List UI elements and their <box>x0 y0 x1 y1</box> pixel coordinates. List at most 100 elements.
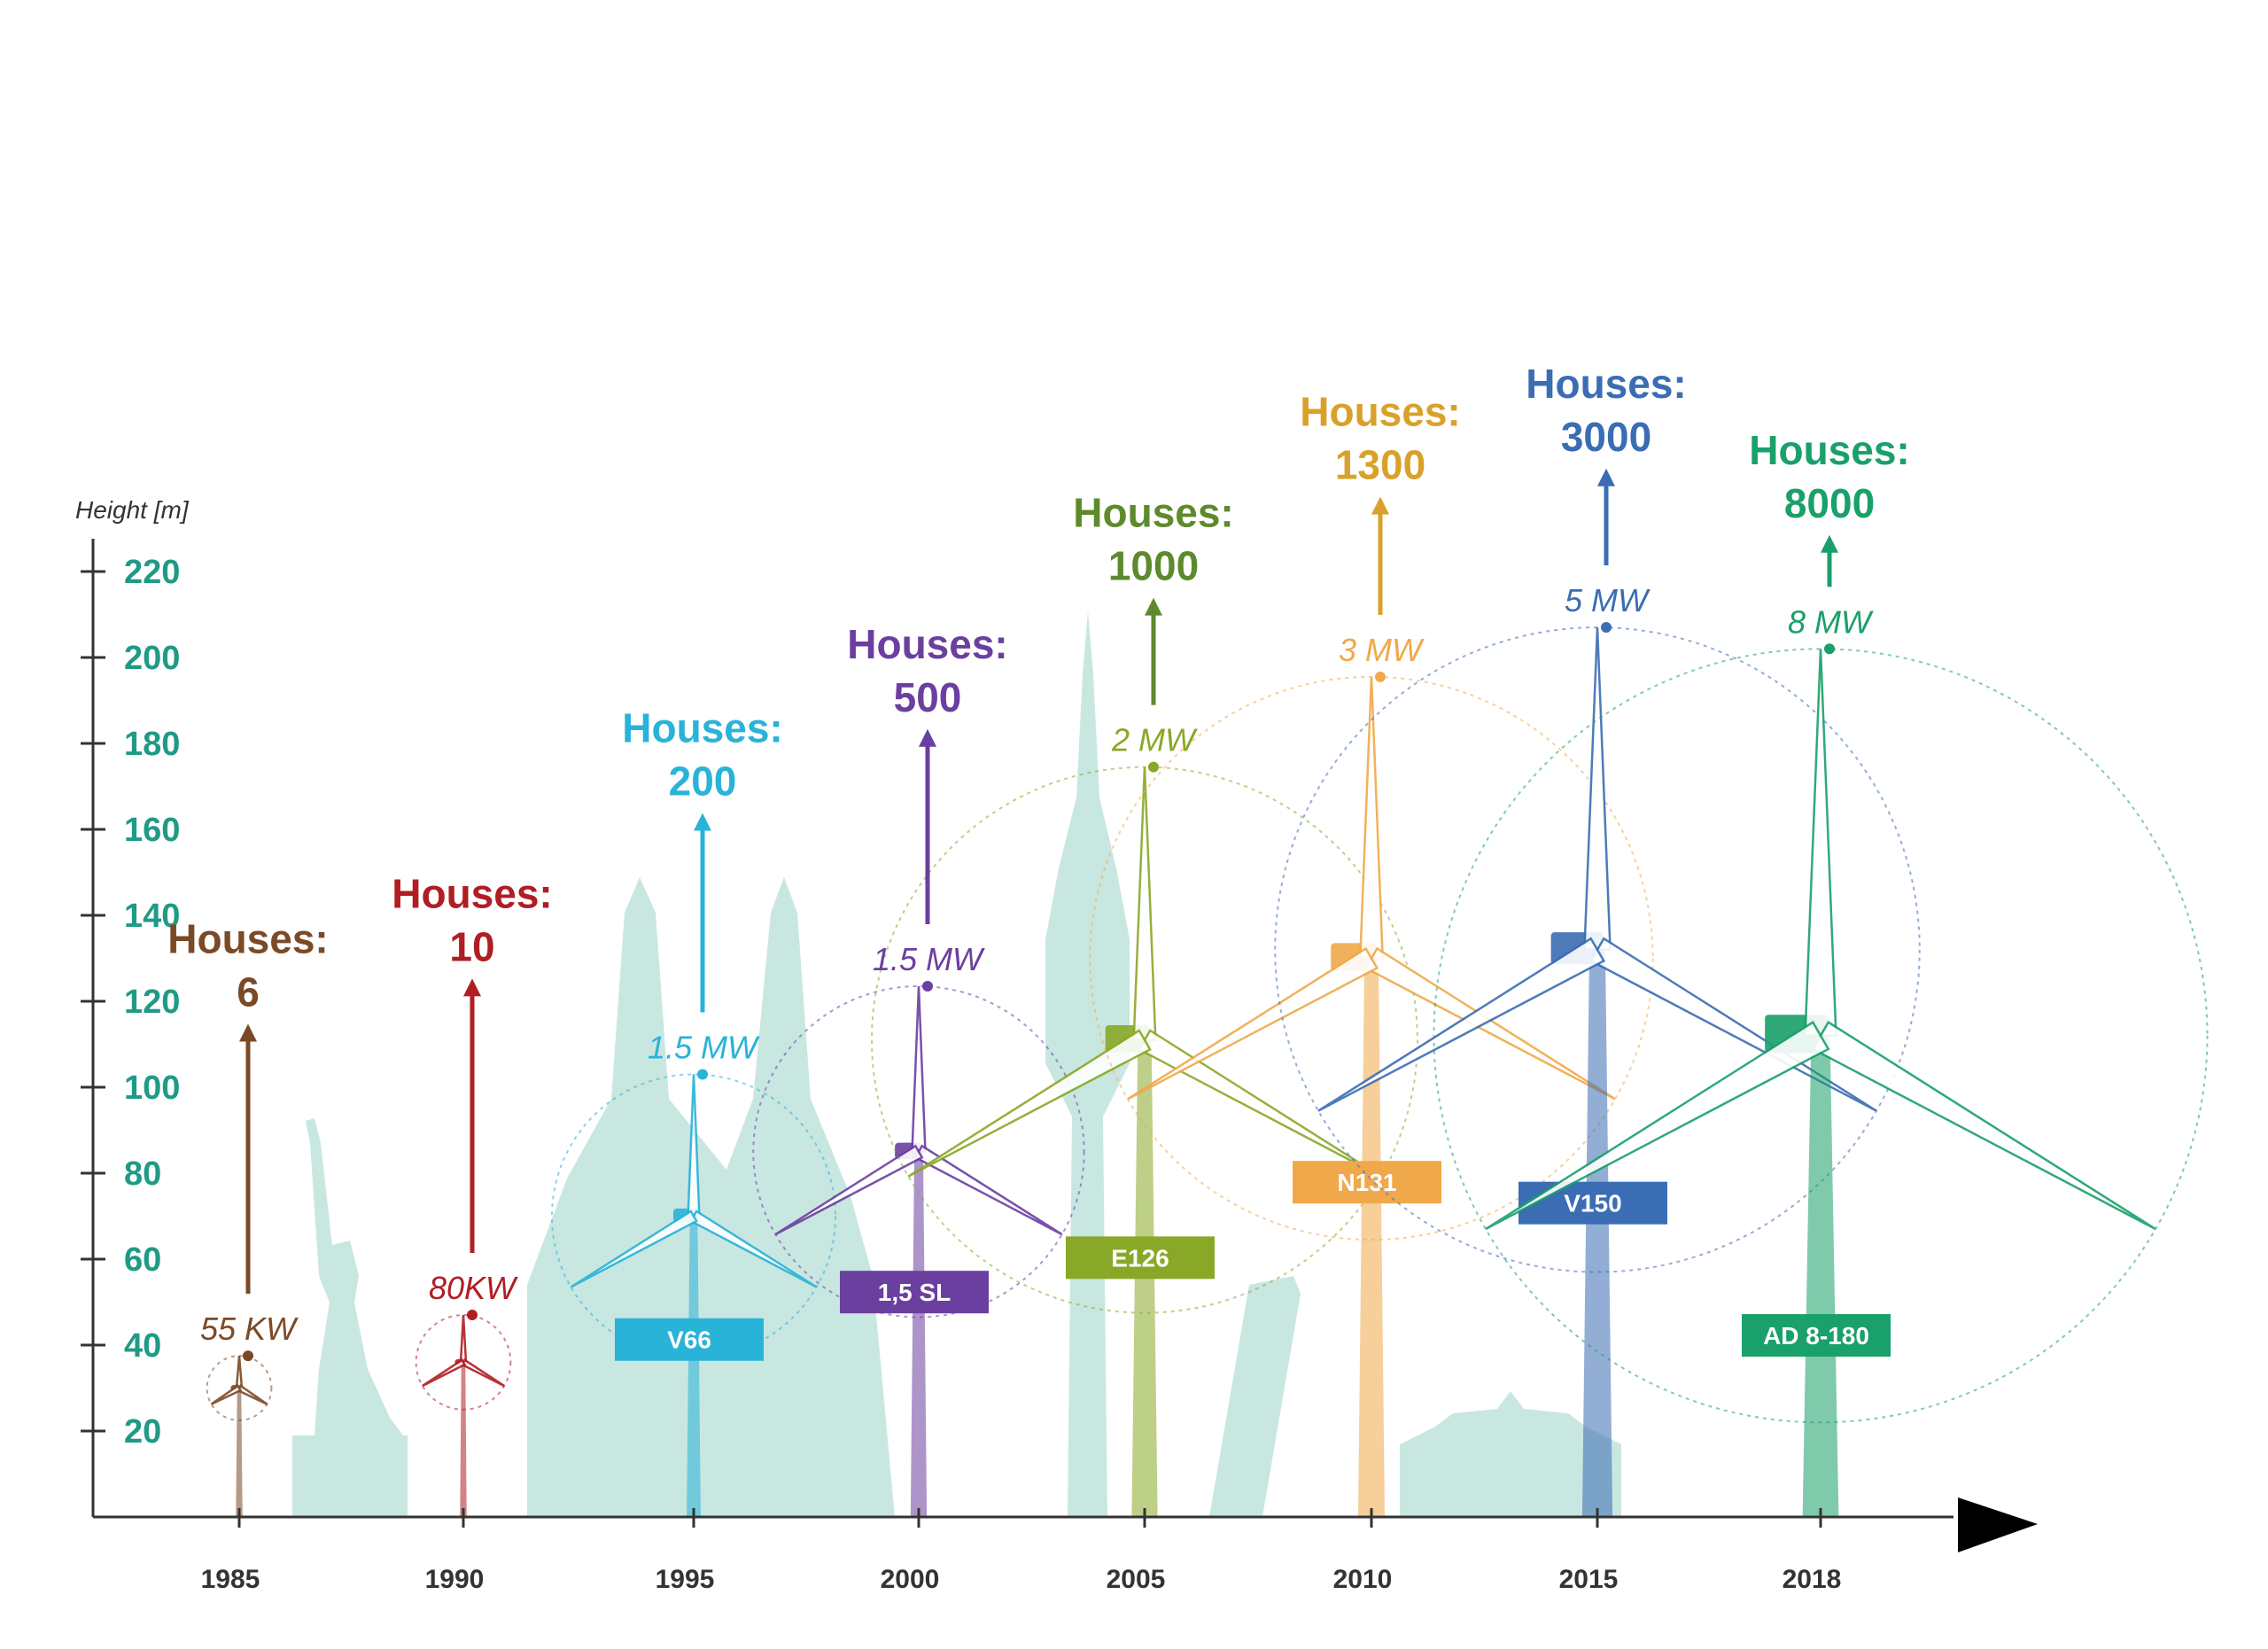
houses-value-2018: 8000 <box>1784 480 1875 526</box>
y-tick-label-120: 120 <box>124 984 180 1021</box>
statue-of-liberty-icon <box>297 1118 403 1517</box>
time-arrow-icon <box>1958 1497 2038 1552</box>
houses-value-2015: 3000 <box>1561 414 1651 460</box>
blade-1985-1 <box>236 1384 268 1405</box>
blade-2000-2 <box>774 1144 924 1236</box>
houses-label-2010: Houses: <box>1300 389 1460 435</box>
x-tick-label-2015: 2015 <box>1559 1565 1619 1594</box>
x-tick-label-2000: 2000 <box>881 1565 940 1594</box>
y-tick-label-200: 200 <box>124 640 180 677</box>
houses-value-1995: 200 <box>669 758 737 805</box>
houses-arrow-head-2018 <box>1821 534 1838 553</box>
tower-1990 <box>460 1361 467 1518</box>
x-tick-label-2005: 2005 <box>1107 1565 1166 1594</box>
rotor-circle-2000 <box>752 985 1085 1318</box>
y-tick-label-220: 220 <box>124 554 180 591</box>
power-label-2005: 2 MW <box>1111 722 1198 758</box>
turbine-1985 <box>206 1350 273 1518</box>
tip-dot-2015 <box>1601 622 1612 634</box>
blade-2005-0 <box>1132 766 1157 1041</box>
houses-value-2005: 1000 <box>1108 543 1199 589</box>
houses-value-2000: 500 <box>894 674 962 720</box>
tip-dot-2018 <box>1824 643 1835 655</box>
y-tick-label-20: 20 <box>124 1413 161 1451</box>
blade-2018-1 <box>1811 1020 2156 1231</box>
houses-label-2015: Houses: <box>1526 361 1686 407</box>
houses-arrow-head-1990 <box>463 978 481 997</box>
houses-label-1995: Houses: <box>622 705 782 751</box>
landmark-silhouettes <box>292 611 1621 1517</box>
y-tick-label-180: 180 <box>124 726 180 763</box>
blade-2005-2 <box>907 1029 1152 1178</box>
houses-arrow-head-2015 <box>1597 468 1615 486</box>
blade-1995-2 <box>570 1210 698 1288</box>
turbine-2000: 1,5 SL <box>752 981 1085 1518</box>
y-tick-label-160: 160 <box>124 812 180 849</box>
power-label-1995: 1.5 MW <box>648 1029 760 1065</box>
tip-dot-1990 <box>467 1310 478 1321</box>
model-label-2000: 1,5 SL <box>878 1279 951 1306</box>
turbine-2010: N131 <box>1089 671 1654 1518</box>
model-label-2005: E126 <box>1111 1244 1169 1272</box>
power-label-2000: 1.5 MW <box>873 941 985 977</box>
tip-dot-1985 <box>243 1350 253 1362</box>
x-tick-label-1990: 1990 <box>425 1565 485 1594</box>
x-tick-label-1985: 1985 <box>201 1565 260 1594</box>
y-tick-label-80: 80 <box>124 1155 161 1193</box>
tower-2015 <box>1581 949 1613 1518</box>
turbine-2018: AD 8-180 <box>1433 643 2209 1518</box>
blade-1990-0 <box>459 1314 468 1364</box>
power-label-2010: 3 MW <box>1339 632 1425 668</box>
houses-value-1990: 10 <box>449 923 494 969</box>
blade-2005-1 <box>1138 1029 1382 1178</box>
axis-layer: Height [m] 20 40 60 80 100 120 140 160 180 200 220 1… <box>75 496 1953 1594</box>
turbine-2005: E126 <box>871 761 1418 1518</box>
houses-label-2000: Houses: <box>847 621 1007 667</box>
model-box-2015 <box>1518 1181 1667 1225</box>
brandenburg-gate-icon <box>1400 1391 1621 1517</box>
blade-2015-0 <box>1583 627 1612 952</box>
blade-2015-2 <box>1317 937 1606 1112</box>
turbine-2015: V150 <box>1274 622 1921 1518</box>
y-axis-label: Height [m] <box>75 496 190 524</box>
houses-arrow-head-2005 <box>1145 597 1162 616</box>
x-tick-label-2010: 2010 <box>1333 1565 1393 1594</box>
tip-dot-1995 <box>697 1069 708 1080</box>
statue-pedestal <box>292 1435 408 1517</box>
power-label-1985: 55 KW <box>200 1311 299 1347</box>
y-tick-label-60: 60 <box>124 1241 161 1279</box>
rotor-circle-1995 <box>550 1073 837 1359</box>
model-label-2015: V150 <box>1564 1190 1621 1217</box>
houses-label-2005: Houses: <box>1073 490 1233 536</box>
tower-2018 <box>1802 1035 1839 1518</box>
turbines-layer: V66 1,5 SL E126 N131 V150 AD 8-180 <box>206 622 2209 1518</box>
x-tick-label-2018: 2018 <box>1783 1565 1842 1594</box>
labels-layer: 55 KW Houses: 6 80KW Houses: 10 1.5 MW Houses: 2… <box>167 361 1909 1347</box>
houses-value-2010: 1300 <box>1335 442 1425 488</box>
blade-2018-2 <box>1485 1020 1830 1231</box>
houses-arrow-head-1985 <box>239 1023 257 1042</box>
model-box-2005 <box>1066 1236 1215 1280</box>
houses-arrow-head-1995 <box>694 813 711 831</box>
x-tick-label-1995: 1995 <box>656 1565 715 1594</box>
blade-2000-0 <box>911 985 927 1153</box>
model-box-2000 <box>840 1271 989 1314</box>
houses-arrow-head-2000 <box>919 728 936 747</box>
tower-2010 <box>1357 957 1386 1518</box>
tower-2000 <box>910 1151 928 1518</box>
y-tick-label-40: 40 <box>124 1327 161 1365</box>
model-label-2010: N131 <box>1338 1169 1397 1196</box>
y-tick-label-100: 100 <box>124 1070 180 1107</box>
blade-1985-0 <box>235 1356 244 1389</box>
houses-label-1985: Houses: <box>167 916 328 962</box>
houses-arrow-head-2010 <box>1371 496 1389 515</box>
power-label-2018: 8 MW <box>1788 603 1874 640</box>
houses-label-2018: Houses: <box>1749 427 1909 473</box>
tip-dot-2005 <box>1148 761 1159 773</box>
blade-1990-1 <box>460 1358 505 1388</box>
houses-value-1985: 6 <box>237 969 260 1015</box>
leaning-tower-icon <box>1209 1276 1301 1517</box>
blade-1985-2 <box>210 1384 243 1405</box>
model-label-2018: AD 8-180 <box>1763 1322 1869 1350</box>
